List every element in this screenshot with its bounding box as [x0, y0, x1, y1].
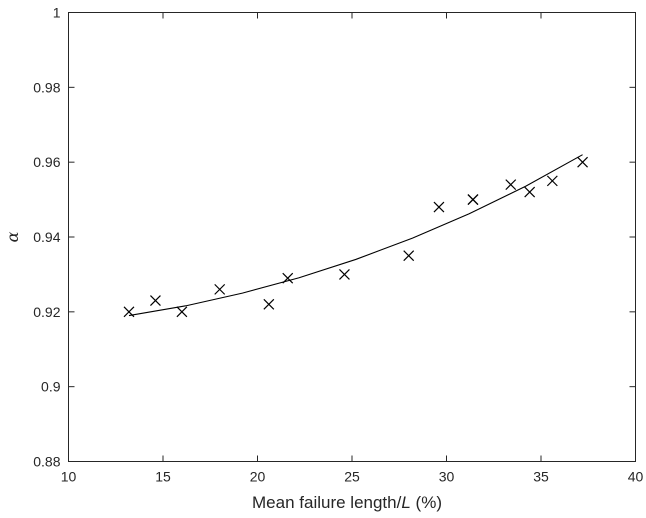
x-tick-label: 25 [344, 469, 360, 485]
data-point [577, 156, 589, 168]
data-point [505, 179, 517, 191]
data-point [433, 201, 445, 213]
data-point [176, 306, 188, 318]
data-point [214, 283, 226, 295]
x-tick-label: 20 [250, 469, 266, 485]
y-tick-label: 0.9 [41, 379, 61, 395]
data-point [339, 268, 350, 280]
y-tick-label: 0.98 [33, 79, 60, 95]
fit-curve [128, 154, 583, 317]
data-point [524, 186, 536, 198]
data-point [282, 272, 294, 284]
x-axis-label: Mean failure length/L (%) [252, 493, 442, 512]
y-tick-labels: 0.88 0.9 0.92 0.94 0.96 0.98 1 [33, 5, 60, 470]
x-tick-label: 10 [61, 469, 77, 485]
data-point [123, 306, 135, 318]
data-point [263, 298, 275, 310]
y-axis-label: α [3, 231, 22, 242]
x-tick-label: 15 [155, 469, 171, 485]
x-tick-label: 30 [439, 469, 455, 485]
y-tick-label: 0.88 [33, 454, 60, 470]
data-point [150, 295, 161, 307]
data-points [123, 156, 589, 318]
axis-ticks [68, 12, 636, 462]
x-tick-label: 40 [628, 469, 644, 485]
data-point [546, 175, 558, 187]
data-point [403, 250, 415, 262]
x-tick-labels: 10 15 20 25 30 35 40 [61, 469, 644, 485]
y-tick-label: 0.96 [33, 154, 60, 170]
x-tick-label: 35 [533, 469, 549, 485]
y-tick-label: 1 [53, 5, 61, 21]
y-tick-label: 0.92 [33, 304, 60, 320]
plot-frame [68, 12, 636, 462]
data-point [467, 194, 479, 206]
y-tick-label: 0.94 [33, 229, 60, 245]
